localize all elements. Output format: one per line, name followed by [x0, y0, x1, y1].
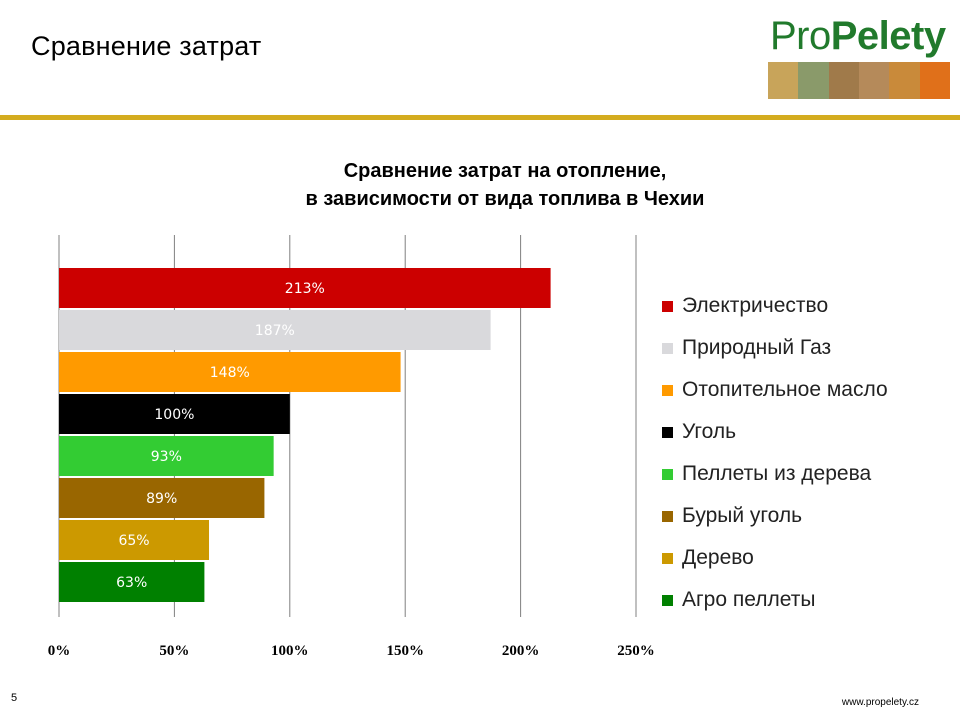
- bar-7: [59, 520, 210, 560]
- legend-swatch: [662, 300, 673, 312]
- legend-item: Агро пеллеты: [662, 579, 888, 621]
- legend-label: Дерево: [682, 546, 754, 569]
- data-label: 187%: [255, 323, 295, 339]
- slide-title: Сравнение затрат: [31, 31, 262, 61]
- legend-swatch: [662, 552, 673, 564]
- legend-swatch: [662, 342, 673, 354]
- bar-1: [59, 268, 551, 308]
- logo-wordmark: ProPelety: [770, 14, 946, 59]
- legend-label: Природный Газ: [682, 336, 832, 359]
- legend-item: Уголь: [662, 411, 888, 453]
- chart-title-line-1: Сравнение затрат на отопление,: [343, 160, 667, 182]
- x-tick-label: 200%: [502, 643, 540, 659]
- logo-photo-strip: [768, 62, 950, 99]
- x-tick-label: 250%: [617, 643, 655, 659]
- chart-legend: Электричество Природный Газ Отопительное м…: [662, 285, 888, 621]
- legend-item: Отопительное масло: [662, 369, 888, 411]
- bar-chart: 0% 50% 100% 150% 200% 250% 213% 187% 148% 100% 93%…: [48, 235, 655, 659]
- legend-swatch: [662, 510, 673, 522]
- x-tick-label: 150%: [386, 643, 424, 659]
- legend-swatch: [662, 468, 673, 480]
- data-label: 148%: [210, 365, 250, 381]
- legend-label: Электричество: [682, 294, 829, 317]
- propelety-logo: ProPelety: [768, 14, 950, 100]
- data-label: 213%: [285, 281, 325, 297]
- data-label: 100%: [154, 407, 194, 423]
- legend-label: Пеллеты из дерева: [682, 462, 872, 485]
- legend-item: Природный Газ: [662, 327, 888, 369]
- legend-item: Бурый уголь: [662, 495, 888, 537]
- x-tick-label: 100%: [271, 643, 309, 659]
- bar-8: [59, 562, 205, 602]
- data-label: 63%: [116, 575, 147, 591]
- logo-text-regular: Pro: [770, 14, 831, 58]
- bar-5: [59, 436, 274, 476]
- x-tick-label: 0%: [48, 643, 71, 659]
- legend-item: Дерево: [662, 537, 888, 579]
- data-label: 93%: [151, 449, 182, 465]
- bar-2: [59, 310, 491, 350]
- legend-label: Отопительное масло: [682, 378, 888, 401]
- footer-url: www.propelety.cz: [841, 697, 919, 708]
- bar-4: [59, 394, 290, 434]
- bar-6: [59, 478, 265, 518]
- x-tick-label: 50%: [159, 643, 189, 659]
- legend-item: Пеллеты из дерева: [662, 453, 888, 495]
- bar-3: [59, 352, 401, 392]
- header-rule: [0, 115, 960, 120]
- legend-swatch: [662, 426, 673, 438]
- legend-item: Электричество: [662, 285, 888, 327]
- chart-title: Сравнение затрат на отопление, в зависим…: [200, 157, 810, 213]
- logo-text-bold: Pelety: [830, 14, 946, 58]
- legend-label: Уголь: [682, 420, 737, 443]
- chart-title-line-2: в зависимости от вида топлива в Чехии: [305, 188, 705, 210]
- legend-label: Агро пеллеты: [682, 588, 816, 611]
- data-label: 89%: [146, 491, 177, 507]
- data-label: 65%: [118, 533, 149, 549]
- legend-swatch: [662, 384, 673, 396]
- legend-label: Бурый уголь: [682, 504, 803, 527]
- legend-swatch: [662, 594, 673, 606]
- page-number: 5: [11, 692, 18, 704]
